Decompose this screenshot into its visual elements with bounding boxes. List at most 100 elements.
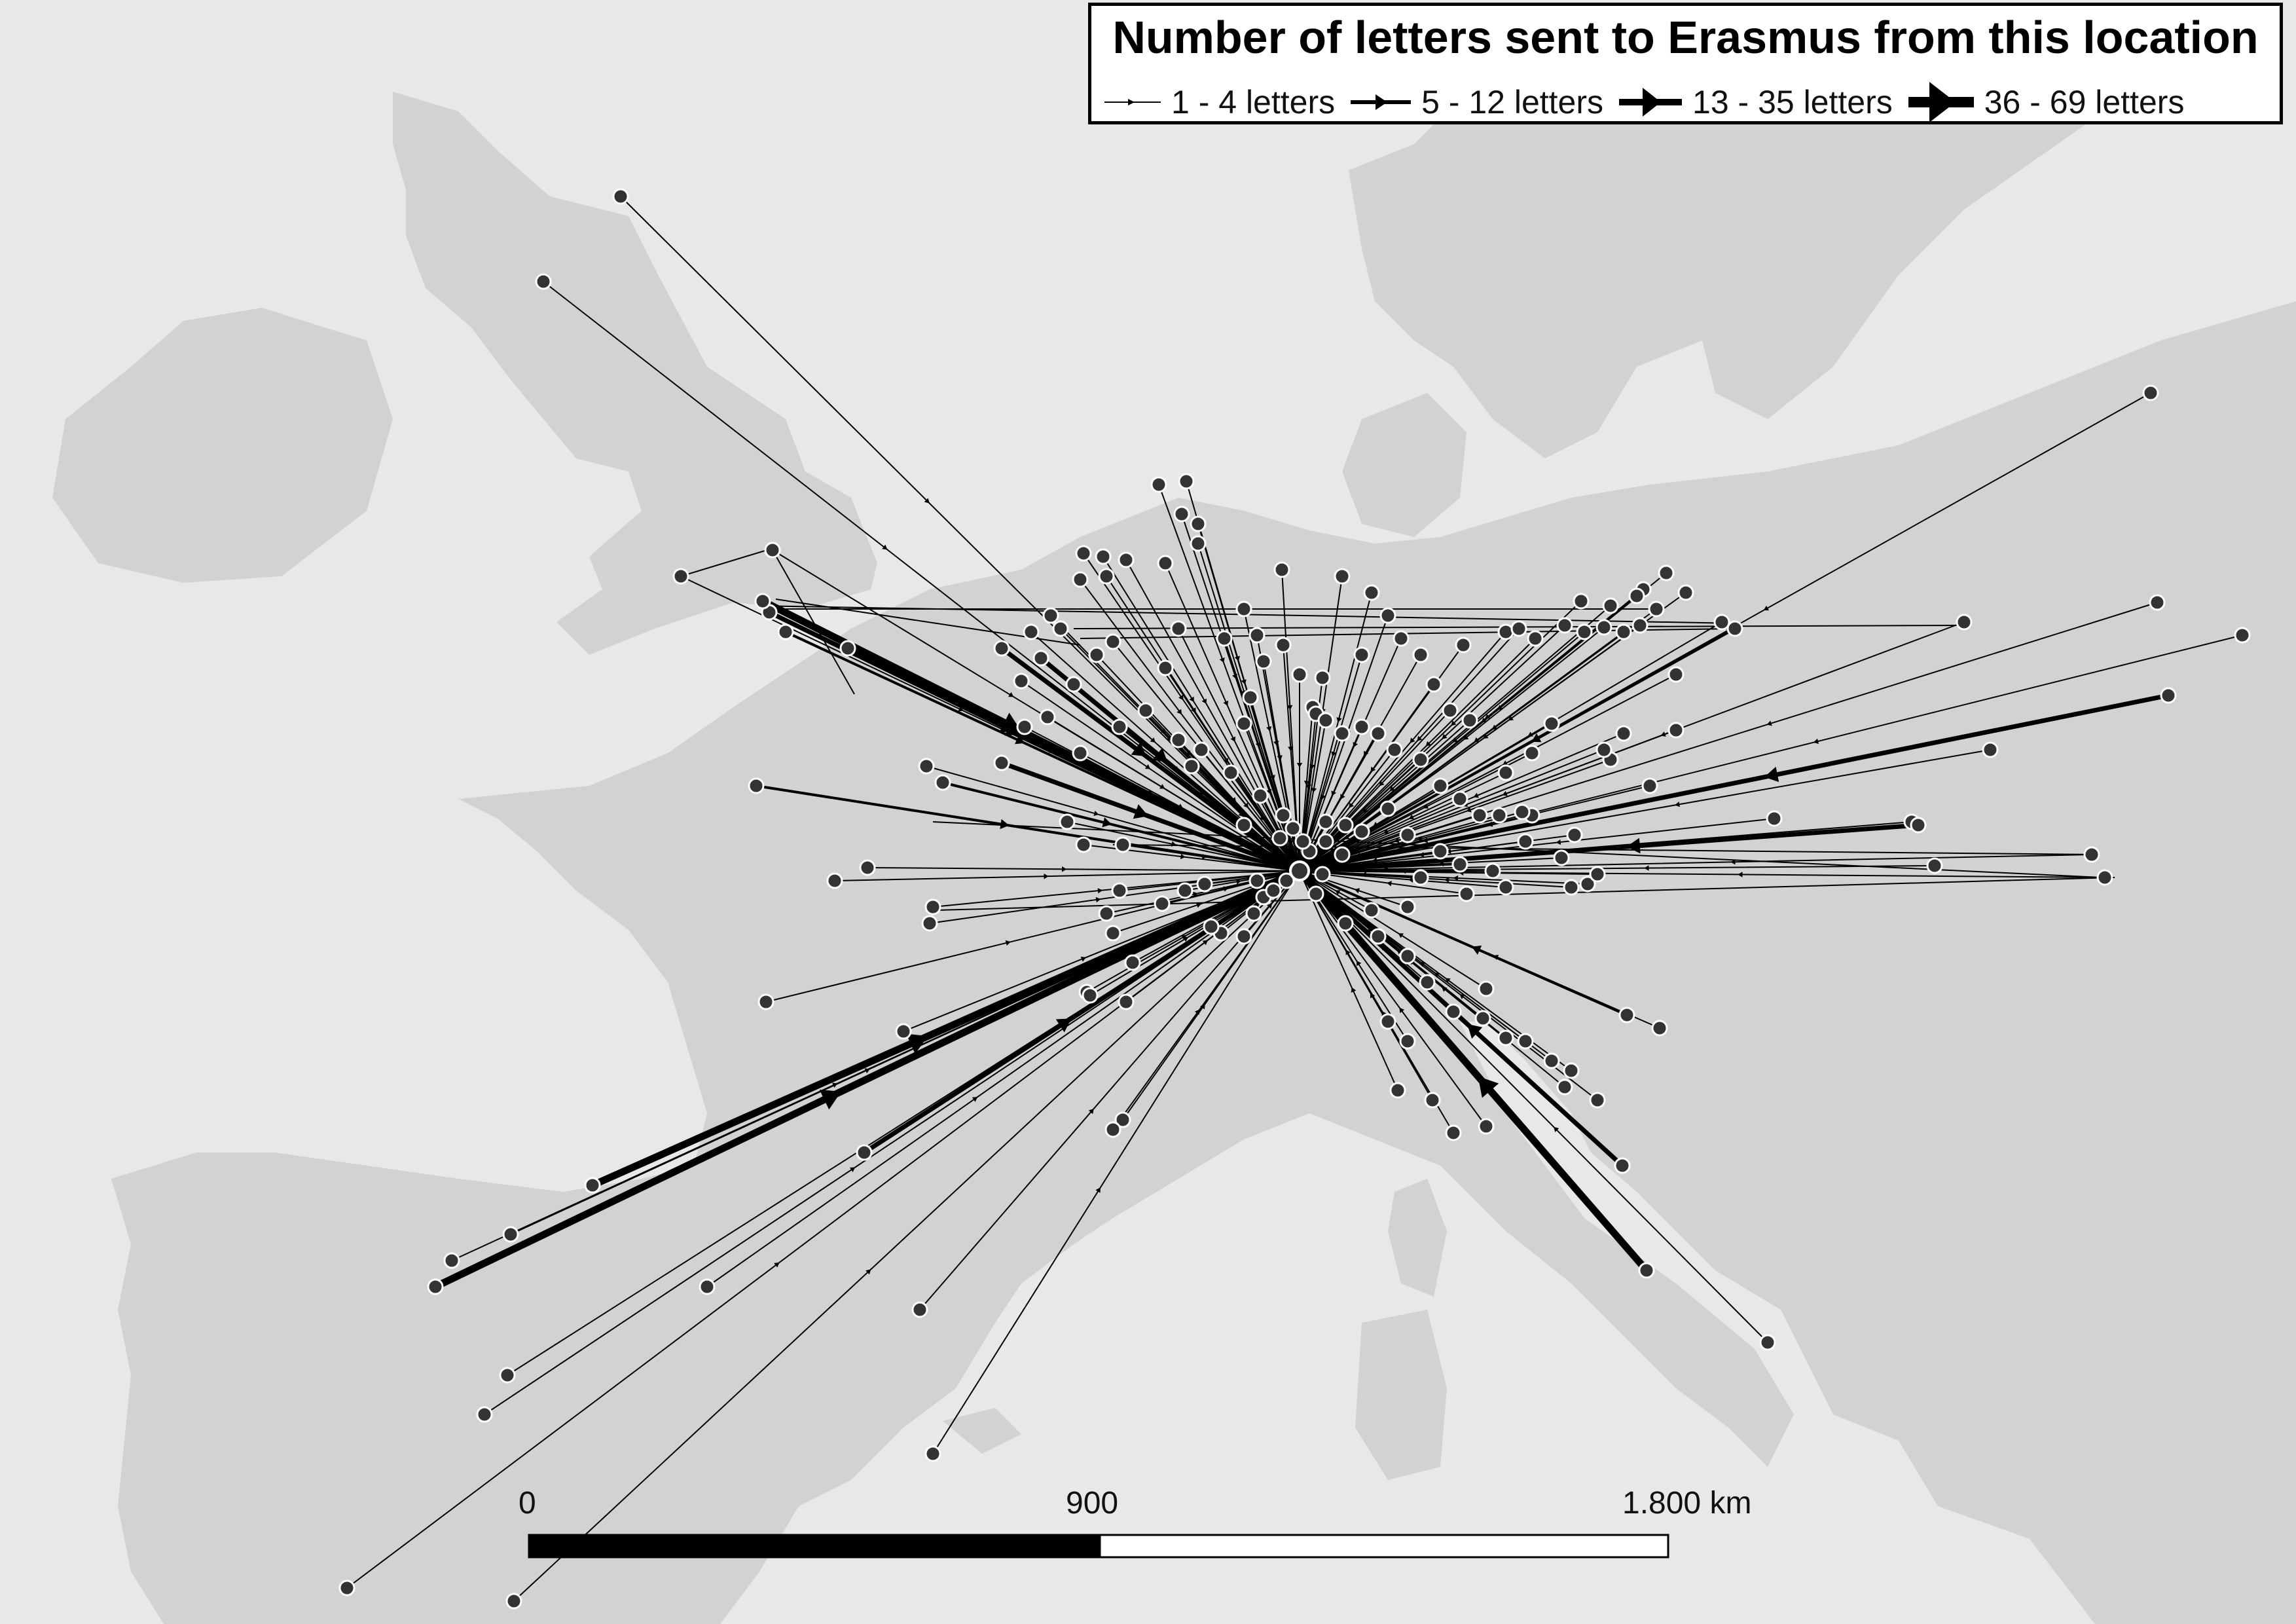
location-node xyxy=(502,1226,519,1243)
flow-line xyxy=(1298,627,1736,872)
flow-arrowhead xyxy=(972,1097,978,1102)
flow-arrowhead xyxy=(1355,915,1361,920)
flow-line xyxy=(1299,870,1506,888)
flow-arrowhead xyxy=(1223,758,1229,764)
flow-arrowhead xyxy=(1372,857,1377,863)
flow-line-secondary xyxy=(1112,844,2092,855)
flow-arrowhead xyxy=(1186,750,1192,756)
flow-arrowhead xyxy=(1305,784,1311,790)
land-masses xyxy=(52,26,2296,1624)
flow-line xyxy=(1299,854,2092,872)
flow-line xyxy=(1299,631,1506,872)
location-node xyxy=(1013,673,1030,690)
location-node xyxy=(1307,885,1324,902)
flow-arrowhead xyxy=(1556,839,1561,845)
flow-line xyxy=(765,870,1300,1003)
location-node xyxy=(1615,725,1632,742)
location-node xyxy=(2234,627,2251,644)
flow-arrowhead xyxy=(1199,789,1205,795)
flow-arrowhead xyxy=(1319,859,1324,865)
flow-line xyxy=(1299,870,1598,875)
flow-line xyxy=(1021,680,1300,872)
location-node xyxy=(1095,548,1112,565)
location-node xyxy=(1523,745,1540,762)
flow-arrowhead xyxy=(1353,742,1358,748)
flow-line-secondary xyxy=(680,548,772,577)
flow-line-secondary xyxy=(932,821,2102,878)
location-node xyxy=(1618,1006,1635,1024)
location-node xyxy=(1393,630,1410,647)
location-node xyxy=(1713,614,1730,631)
location-node xyxy=(1271,830,1288,847)
scale-bar xyxy=(528,1534,1669,1559)
location-node xyxy=(1759,1334,1776,1351)
location-node xyxy=(1104,633,1121,650)
flow-line xyxy=(1080,752,1300,872)
location-node xyxy=(1124,954,1141,971)
location-node xyxy=(1412,869,1429,886)
flow-line xyxy=(1299,654,1421,872)
location-node xyxy=(1363,584,1380,601)
location-node xyxy=(1337,915,1354,932)
location-node xyxy=(1379,607,1396,624)
flow-arrowhead xyxy=(1417,836,1423,841)
flow-line xyxy=(1299,621,1722,872)
location-node xyxy=(1412,646,1429,663)
flow-arrowhead xyxy=(1351,987,1357,993)
flow-line xyxy=(1125,559,1300,872)
flow-arrowhead xyxy=(1373,821,1379,827)
location-node xyxy=(612,188,629,205)
location-node xyxy=(1566,826,1583,843)
flow-arrowhead xyxy=(1000,819,1010,830)
flow-arrowhead xyxy=(1230,736,1236,742)
scale-label-end: 1.800 km xyxy=(1622,1486,1752,1521)
flow-line xyxy=(1158,484,1300,872)
location-node xyxy=(1595,619,1613,636)
location-node xyxy=(1052,620,1069,637)
location-node xyxy=(1484,862,1501,879)
location-node xyxy=(1098,568,1115,585)
flow-arrowhead xyxy=(1008,692,1014,697)
hub-node xyxy=(1289,860,1310,881)
flow-arrowhead xyxy=(1231,797,1237,803)
flow-line xyxy=(589,867,1303,1189)
flow-arrowhead xyxy=(1331,790,1337,796)
location-node xyxy=(1245,905,1262,922)
flow-arrowhead xyxy=(1408,877,1413,883)
location-node xyxy=(1317,813,1334,830)
flow-arrowhead xyxy=(774,1262,780,1268)
location-node xyxy=(1275,637,1292,654)
location-node xyxy=(1075,545,1092,562)
flow-arrowhead xyxy=(1763,605,1770,611)
location-node xyxy=(1658,564,1675,581)
flow-arrowhead xyxy=(1383,828,1389,834)
location-node xyxy=(1677,584,1694,601)
flow-arrowhead xyxy=(866,1269,871,1275)
flow-arrowhead xyxy=(1102,817,1112,828)
location-node xyxy=(1173,506,1190,523)
location-node xyxy=(1278,872,1295,889)
location-node xyxy=(1517,833,1534,850)
flow-arrowhead xyxy=(1286,851,1292,857)
flow-arrowhead xyxy=(1508,715,1514,721)
location-node xyxy=(993,640,1010,657)
location-node xyxy=(1353,823,1370,840)
flow-arrowhead xyxy=(1675,802,1680,807)
location-node xyxy=(1648,600,1665,618)
legend-item-5-12: 5 - 12 letters xyxy=(1349,83,1603,121)
location-node xyxy=(1573,593,1590,610)
flow-arrowhead xyxy=(1531,733,1542,743)
flow-arrowhead xyxy=(1487,821,1493,827)
location-node xyxy=(1926,857,1943,874)
flow-arrowhead xyxy=(1095,1187,1101,1193)
location-node xyxy=(1294,833,1311,850)
flow-line xyxy=(1201,749,1300,872)
flow-arrowhead xyxy=(1766,720,1772,726)
location-node xyxy=(1042,607,1059,624)
location-node xyxy=(1399,948,1416,965)
location-node xyxy=(1059,813,1076,830)
flow-arrowhead xyxy=(1446,848,1451,854)
flow-line xyxy=(919,870,1300,1310)
location-node xyxy=(1766,810,1783,827)
